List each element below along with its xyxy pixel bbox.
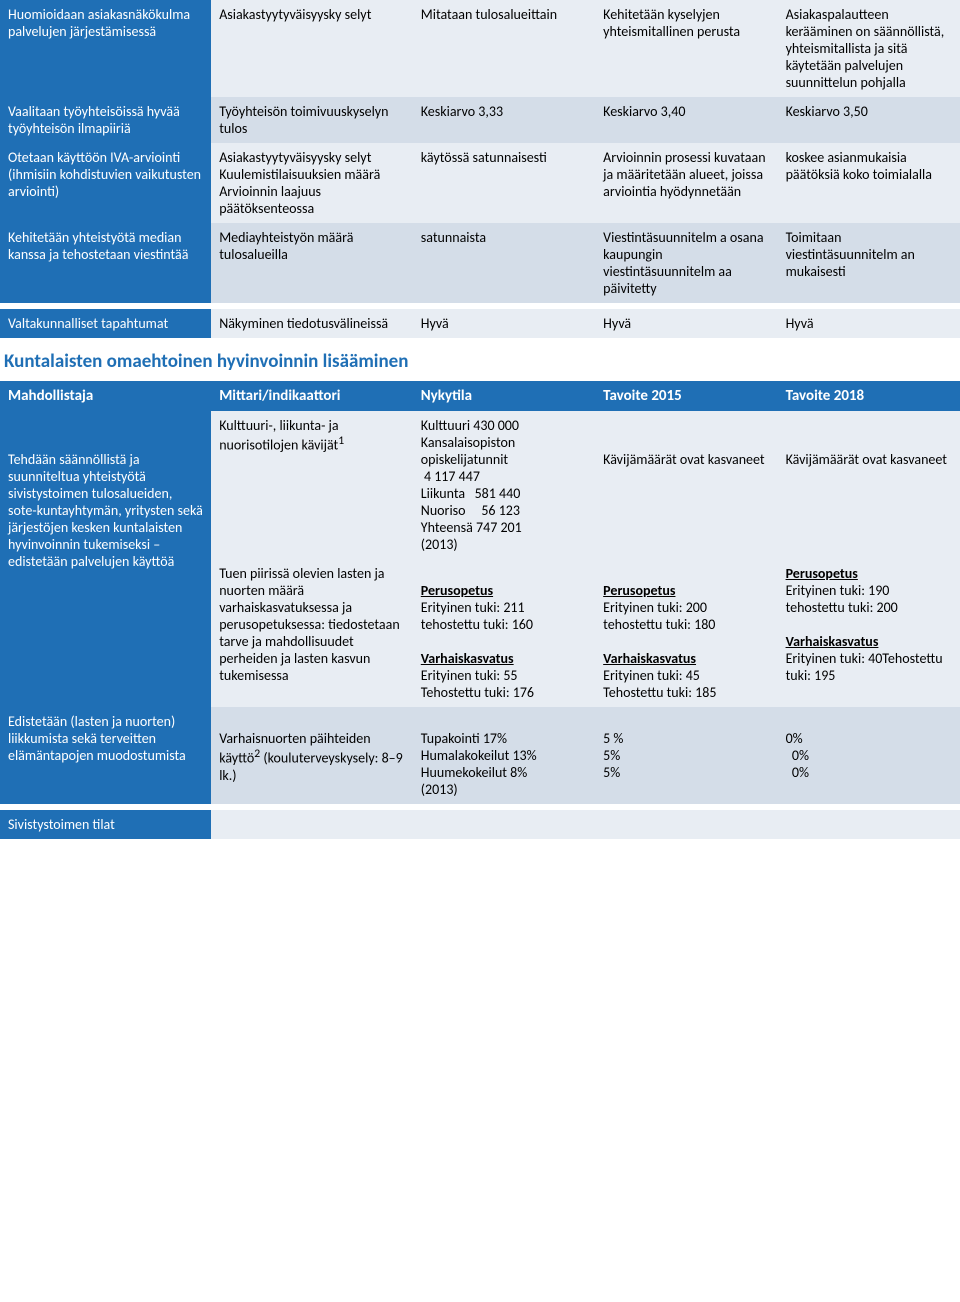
col-header: Tavoite 2015 — [595, 381, 777, 411]
table-row: Tehdään säännöllistä ja suunniteltua yht… — [0, 411, 960, 559]
cell: Hyvä — [595, 309, 777, 338]
cell: Asiakastyytyväisyysky selyt Kuulemistila… — [211, 143, 413, 223]
cell-nykytila: Perusopetus Erityinen tuki: 211 tehostet… — [413, 559, 595, 707]
row-label: Valtakunnalliset tapahtumat — [0, 309, 211, 338]
line: (2013) — [421, 536, 587, 553]
line: tehostettu tuki: 160 — [421, 616, 587, 633]
table-row: Vaalitaan työyhteisöissä hyvää työyhteis… — [0, 97, 960, 143]
section-title: Kuntalaisten omaehtoinen hyvinvoinnin li… — [0, 338, 960, 381]
line: Erityinen tuki: 55 — [421, 667, 587, 684]
cell-t2018: 0% 0% 0% — [778, 707, 960, 804]
cell: Toimitaan viestintäsuunnitelm an mukaise… — [778, 223, 960, 303]
row-label: Tehdään säännöllistä ja suunniteltua yht… — [0, 411, 211, 707]
line: 0% — [786, 730, 952, 747]
cell-nykytila: Kulttuuri 430 000 Kansalaisopiston opisk… — [413, 411, 595, 559]
line: 0% — [786, 764, 952, 781]
cell: Asiakaspalautteen kerääminen on säännöll… — [778, 0, 960, 97]
text: Kävijämäärät ovat kasvaneet — [603, 451, 764, 468]
cell: Keskiarvo 3,33 — [413, 97, 595, 143]
subheading: Perusopetus — [603, 582, 769, 599]
line: 4 117 447 — [421, 468, 587, 485]
line: Tehostettu tuki: 185 — [603, 684, 769, 701]
subheading: Perusopetus — [786, 565, 952, 582]
cell-t2015: Perusopetus Erityinen tuki: 200 tehostet… — [595, 559, 777, 707]
cell: Näkyminen tiedotusvälineissä — [211, 309, 413, 338]
row-label: Otetaan käyttöön IVA-arviointi (ihmisiin… — [0, 143, 211, 223]
line: Erityinen tuki: 200 — [603, 599, 769, 616]
subheading: Varhaiskasvatus — [786, 633, 952, 650]
table-row: Huomioidaan asiakasnäkökulma palvelujen … — [0, 0, 960, 97]
cell: Hyvä — [778, 309, 960, 338]
line: (2013) — [421, 781, 587, 798]
table-row: Otetaan käyttöön IVA-arviointi (ihmisiin… — [0, 143, 960, 223]
cell-indicator: Tuen piirissä olevien lasten ja nuorten … — [211, 559, 413, 707]
row-label: Edistetään (lasten ja nuorten) liikkumis… — [0, 707, 211, 804]
subheading: Varhaiskasvatus — [421, 650, 587, 667]
table-row: Sivistystoimen tilat — [0, 810, 960, 839]
cell — [778, 810, 960, 839]
col-header: Mahdollistaja — [0, 381, 211, 411]
row-label: Sivistystoimen tilat — [0, 810, 211, 839]
line: Tehostettu tuki: 176 — [421, 684, 587, 701]
line: 0% — [786, 747, 952, 764]
line: Huumekokeilut 8% — [421, 764, 587, 781]
cell-indicator: Kulttuuri-, liikunta- ja nuorisotilojen … — [211, 411, 413, 559]
cell — [413, 810, 595, 839]
line: Kansalaisopiston opiskelijatunnit — [421, 434, 587, 468]
line: tehostettu tuki: 200 — [786, 599, 952, 616]
table-row: Kehitetään yhteistyötä median kanssa ja … — [0, 223, 960, 303]
line: tehostettu tuki: 180 — [603, 616, 769, 633]
cell: Hyvä — [413, 309, 595, 338]
table-section2: Mahdollistaja Mittari/indikaattori Nykyt… — [0, 381, 960, 839]
line: 5% — [603, 747, 769, 764]
cell-t2015: 5 % 5% 5% — [595, 707, 777, 804]
cell: Mediayhteistyön määrä tulosalueilla — [211, 223, 413, 303]
cell — [211, 810, 413, 839]
subheading: Varhaiskasvatus — [603, 650, 769, 667]
cell: Kävijämäärät ovat kasvaneet — [778, 411, 960, 559]
row-label: Vaalitaan työyhteisöissä hyvää työyhteis… — [0, 97, 211, 143]
line: Erityinen tuki: 45 — [603, 667, 769, 684]
cell: Keskiarvo 3,40 — [595, 97, 777, 143]
cell: Kävijämäärät ovat kasvaneet — [595, 411, 777, 559]
cell: Kehitetään kyselyjen yhteismitallinen pe… — [595, 0, 777, 97]
table-header-row: Mahdollistaja Mittari/indikaattori Nykyt… — [0, 381, 960, 411]
table-row: Edistetään (lasten ja nuorten) liikkumis… — [0, 707, 960, 804]
subheading: Perusopetus — [421, 582, 587, 599]
table-top: Huomioidaan asiakasnäkökulma palvelujen … — [0, 0, 960, 338]
cell: käytössä satunnaisesti — [413, 143, 595, 223]
cell-t2018: Perusopetus Erityinen tuki: 190 tehostet… — [778, 559, 960, 707]
cell: Viestintäsuunnitelm a osana kaupungin vi… — [595, 223, 777, 303]
line: Erityinen tuki: 190 — [786, 582, 952, 599]
line: 5 % — [603, 730, 769, 747]
cell: Työyhteisön toimivuuskyselyn tulos — [211, 97, 413, 143]
line: Liikunta 581 440 — [421, 485, 587, 502]
cell-indicator: Varhaisnuorten päihteiden käyttö2 (koulu… — [211, 707, 413, 804]
text: Kulttuuri-, liikunta- ja nuorisotilojen … — [219, 417, 338, 454]
cell: Keskiarvo 3,50 — [778, 97, 960, 143]
cell: Arvioinnin prosessi kuvataan ja määritet… — [595, 143, 777, 223]
cell: satunnaista — [413, 223, 595, 303]
col-header: Mittari/indikaattori — [211, 381, 413, 411]
line: Nuoriso 56 123 — [421, 502, 587, 519]
line: Erityinen tuki: 211 — [421, 599, 587, 616]
line: Erityinen tuki: 40Tehostettu tuki: 195 — [786, 650, 952, 684]
cell: Mitataan tulosalueittain — [413, 0, 595, 97]
line: Tupakointi 17% — [421, 730, 587, 747]
table-row: Valtakunnalliset tapahtumat Näkyminen ti… — [0, 309, 960, 338]
cell — [595, 810, 777, 839]
row-label: Huomioidaan asiakasnäkökulma palvelujen … — [0, 0, 211, 97]
footnote-ref: 1 — [338, 434, 344, 448]
line: 5% — [603, 764, 769, 781]
cell: koskee asianmukaisia päätöksiä koko toim… — [778, 143, 960, 223]
cell: Asiakastyytyväisyysky selyt — [211, 0, 413, 97]
line: Kulttuuri 430 000 — [421, 417, 587, 434]
line: Yhteensä 747 201 — [421, 519, 587, 536]
row-label: Kehitetään yhteistyötä median kanssa ja … — [0, 223, 211, 303]
col-header: Nykytila — [413, 381, 595, 411]
line: Humalakokeilut 13% — [421, 747, 587, 764]
col-header: Tavoite 2018 — [778, 381, 960, 411]
text: Kävijämäärät ovat kasvaneet — [786, 451, 947, 468]
cell-nykytila: Tupakointi 17% Humalakokeilut 13% Huumek… — [413, 707, 595, 804]
